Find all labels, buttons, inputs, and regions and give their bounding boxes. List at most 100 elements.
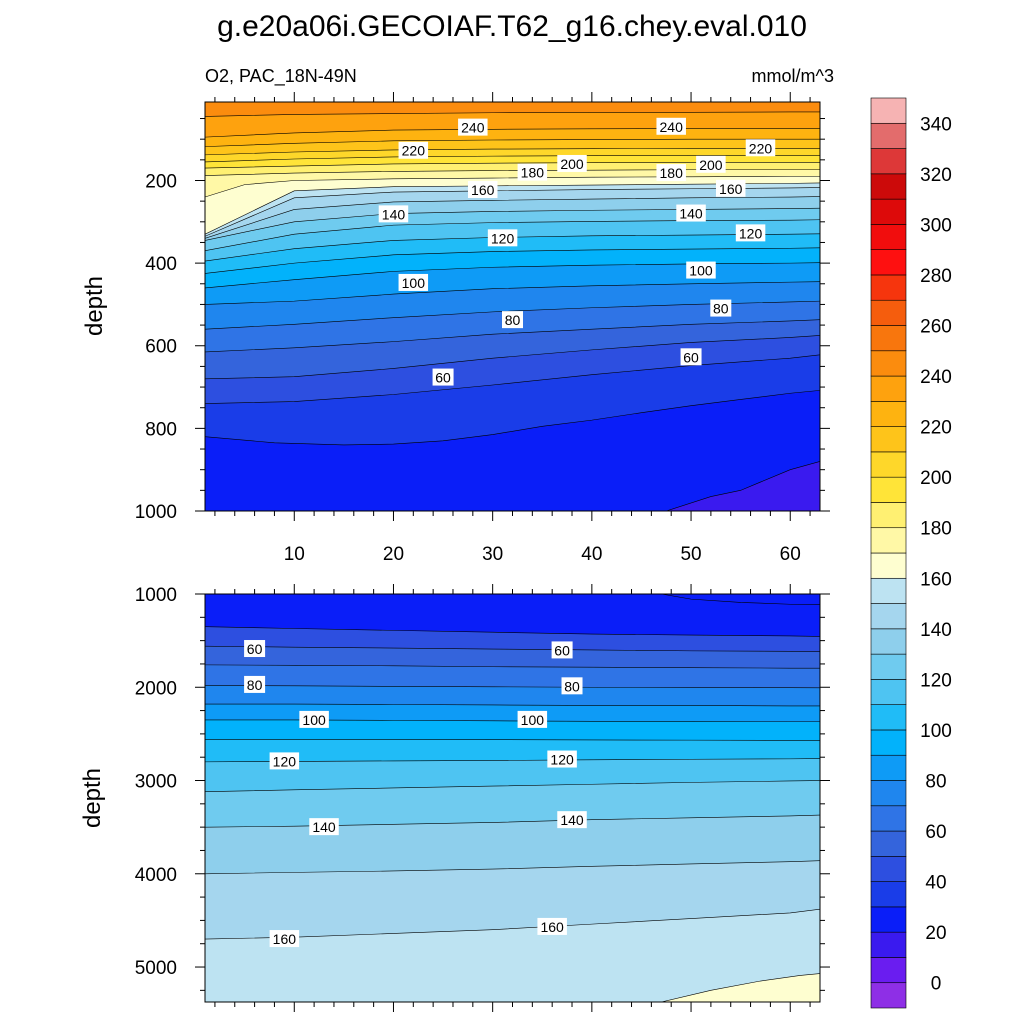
contour-label-text: 140: [382, 206, 406, 222]
contour-line: [205, 626, 820, 637]
colorbar-tick-label: 260: [920, 317, 952, 338]
contour-label-text: 140: [560, 812, 584, 828]
contour-label-text: 80: [247, 677, 263, 693]
contour-line: [205, 664, 820, 669]
contour-label-text: 60: [435, 370, 451, 386]
colorbar: 0 20 40 60 80 100 120 140 160 180 200 220 240 260 280 3…: [870, 97, 952, 1009]
contour-label: 80: [244, 675, 266, 693]
contour-label-box: [487, 229, 518, 247]
contour-label-box: [656, 117, 686, 135]
contour-line: [205, 176, 820, 198]
contour-label-text: 200: [699, 157, 723, 173]
contour-label: 220: [745, 139, 776, 157]
colorbar-tick-label: 300: [920, 215, 952, 236]
contour-label-box: [398, 141, 429, 159]
contour-label-box: [309, 818, 339, 836]
contour-line: [205, 138, 820, 147]
colorbar-swatch: [870, 628, 907, 655]
contour-label-text: 120: [550, 752, 574, 768]
colorbar-swatch: [870, 957, 907, 984]
x-tick-label: 60: [780, 544, 801, 565]
contour-lines: [205, 111, 820, 511]
contour-label-box: [378, 205, 409, 223]
contour-label-text: 240: [461, 120, 485, 136]
contour-label: 60: [244, 640, 266, 658]
contour-label-box: [735, 224, 766, 242]
colorbar-swatch: [870, 679, 907, 705]
contour-label-box: [561, 677, 583, 695]
contour-label: 120: [487, 229, 518, 247]
contour-label: 60: [680, 348, 702, 366]
colorbar-swatch: [870, 552, 907, 579]
contour-line: [205, 703, 820, 707]
contour-label: 120: [547, 750, 577, 768]
subtitle-left: O2, PAC_18N-49N: [205, 66, 357, 87]
contour-label-text: 160: [471, 182, 495, 198]
contour-label-box: [710, 299, 732, 317]
contour-line: [205, 354, 820, 404]
contour-line: [205, 758, 820, 763]
contour-label-text: 180: [660, 165, 684, 181]
colorbar-swatch: [870, 122, 907, 149]
contour-label: 80: [502, 311, 523, 329]
colorbar-swatch: [870, 476, 907, 503]
y-tick-label: 400: [145, 254, 177, 275]
contour-line: [205, 860, 820, 875]
contour-label: 160: [467, 180, 498, 198]
fill-band: [661, 594, 820, 605]
contour-label-text: 120: [491, 230, 515, 246]
fill-band: [205, 909, 820, 1002]
contour-label-box: [432, 368, 454, 386]
colorbar-tick-label: 320: [920, 165, 952, 186]
contour-line: [205, 645, 820, 652]
contour-label: 60: [432, 368, 454, 386]
contour-label: 160: [715, 179, 746, 197]
contour-label: 180: [656, 164, 686, 182]
contour-label-box: [551, 641, 573, 659]
contour-label-box: [676, 204, 706, 222]
colorbar-swatch: [870, 426, 907, 453]
x-tick-label: 20: [383, 544, 404, 565]
upper-panel: 240 240 220 220 200 200 180 180 160 160 140 140 120 1…: [81, 66, 834, 565]
contour-label-text: 60: [554, 642, 570, 658]
contour-label-box: [517, 163, 548, 181]
y-tick-label: 800: [145, 419, 177, 440]
colorbar-swatch: [870, 653, 907, 680]
contour-label-text: 80: [564, 678, 580, 694]
contour-label-text: 120: [739, 225, 763, 241]
colorbar-swatch: [870, 224, 907, 250]
contour-line: [661, 973, 820, 1002]
contour-line: [205, 390, 820, 446]
contour-label-text: 220: [402, 143, 426, 159]
contour-label-box: [656, 164, 686, 182]
contour-label-box: [547, 750, 577, 768]
contour-line: [205, 685, 820, 689]
contour-label-text: 80: [713, 301, 729, 317]
contour-line: [661, 594, 820, 606]
contour-line: [205, 128, 820, 138]
contour-line: [205, 233, 820, 262]
contour-label-text: 160: [273, 931, 297, 947]
contour-line: [205, 780, 820, 793]
colorbar-tick-label: 100: [920, 721, 952, 742]
contour-label: 80: [561, 677, 583, 695]
y-axis-label: depth: [81, 276, 108, 336]
contour-label-box: [269, 752, 300, 770]
contour-label-box: [696, 155, 726, 173]
contour-line: [205, 187, 820, 237]
colorbar-swatch: [870, 931, 907, 958]
contour-label: 120: [735, 224, 766, 242]
contour-label-text: 160: [540, 919, 564, 935]
colorbar-swatch: [870, 97, 907, 124]
y-tick-label: 4000: [135, 865, 177, 886]
colorbar-swatch: [870, 325, 907, 352]
contour-label: 100: [398, 273, 429, 291]
contour-label-box: [244, 675, 266, 693]
contour-line: [666, 461, 820, 511]
colorbar-tick-label: 340: [920, 114, 952, 135]
contour-line: [205, 300, 820, 330]
y-tick-label: 1000: [135, 585, 177, 606]
colorbar-swatch: [870, 729, 907, 756]
contour-label-box: [686, 261, 716, 279]
colorbar-swatch: [870, 780, 907, 807]
